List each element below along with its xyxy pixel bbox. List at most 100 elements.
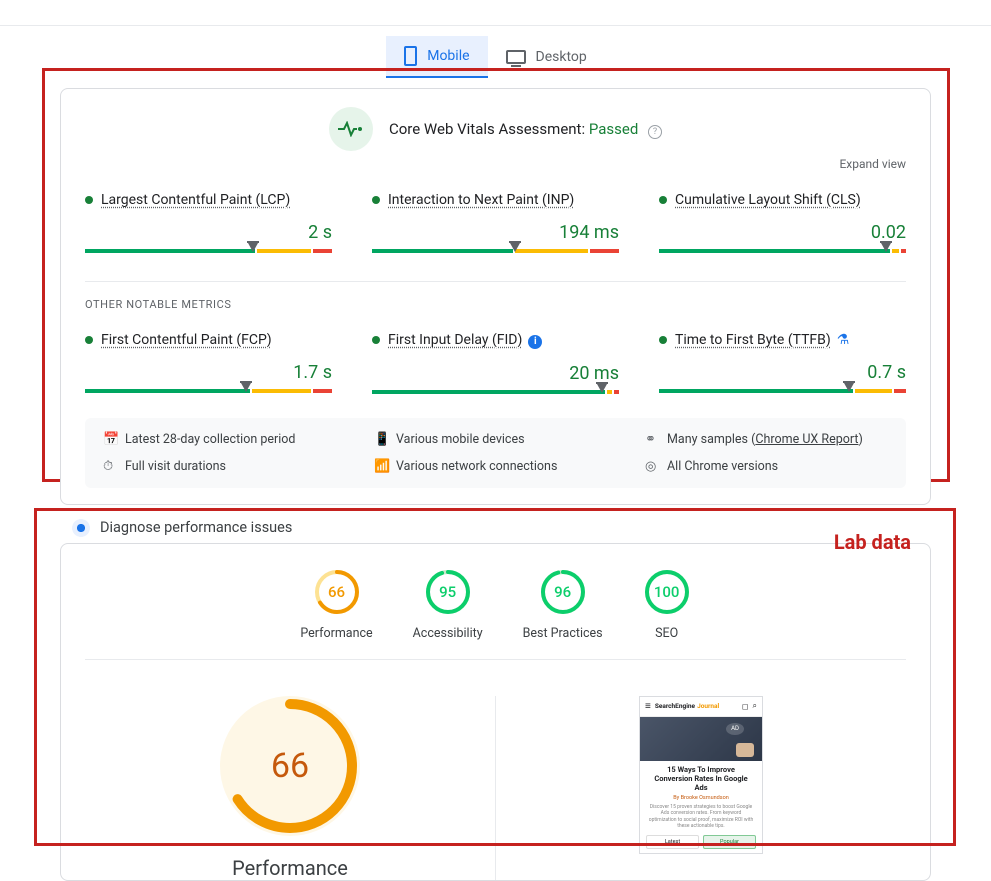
tab-mobile[interactable]: Mobile xyxy=(386,36,487,78)
distribution-bar xyxy=(372,390,619,394)
metric-cls: Cumulative Layout Shift (CLS) 0.02 xyxy=(659,189,906,253)
preview-title: 15 Ways To Improve Conversion Rates In G… xyxy=(640,761,762,795)
performance-left: 66 Performance xyxy=(85,696,496,880)
marker-icon xyxy=(510,243,520,252)
notable-header: OTHER NOTABLE METRICS xyxy=(85,298,906,311)
gauge-label: Best Practices xyxy=(523,626,603,641)
distribution-bar xyxy=(659,389,906,393)
collection-footer: 📅Latest 28-day collection period 📱Variou… xyxy=(85,418,906,488)
gauge-score: 66 xyxy=(313,568,361,616)
other-metrics-grid: First Contentful Paint (FCP) 1.7 s First I… xyxy=(85,329,906,394)
metric-fid: First Input Delay (FID) i 20 ms xyxy=(372,329,619,394)
cwv-title-text: Core Web Vitals Assessment: xyxy=(389,120,585,138)
help-icon[interactable]: ? xyxy=(648,125,662,139)
metric-name[interactable]: First Contentful Paint (FCP) xyxy=(101,332,272,348)
gauge-score: 96 xyxy=(539,568,587,616)
cwv-status: Passed xyxy=(589,120,638,138)
diagnose-icon xyxy=(72,519,90,537)
metric-name[interactable]: Largest Contentful Paint (LCP) xyxy=(101,192,290,208)
status-dot xyxy=(372,196,380,204)
preview-blurb: Discover 15 proven strategies to boost G… xyxy=(640,804,762,835)
status-dot xyxy=(659,196,667,204)
metric-value: 0.02 xyxy=(659,222,906,243)
gauge-label: SEO xyxy=(655,626,678,641)
metric-name[interactable]: Interaction to Next Paint (INP) xyxy=(388,192,574,208)
footer-devices: 📱Various mobile devices xyxy=(374,432,617,447)
preview-header: ≡ SearchEngine Journal ◻ ⌕ xyxy=(640,697,762,717)
footer-samples: ⚭Many samples (Chrome UX Report) xyxy=(645,432,888,447)
core-metrics-grid: Largest Contentful Paint (LCP) 2 s Interac… xyxy=(85,189,906,253)
mobile-icon xyxy=(404,46,417,66)
big-gauge-score: 66 xyxy=(220,696,360,836)
desktop-icon xyxy=(506,50,526,64)
gauge-best_practices[interactable]: 96 Best Practices xyxy=(523,568,603,641)
section-divider xyxy=(85,281,906,282)
distribution-bar xyxy=(85,249,332,253)
clock-icon: ⏱ xyxy=(103,459,117,474)
performance-right: ≡ SearchEngine Journal ◻ ⌕ AD 15 Ways To… xyxy=(496,696,906,880)
metric-name[interactable]: First Input Delay (FID) xyxy=(388,332,522,348)
ad-badge: AD xyxy=(726,723,744,735)
marker-icon xyxy=(844,383,854,392)
gauge-seo[interactable]: 100SEO xyxy=(643,568,691,641)
chrome-icon: ◎ xyxy=(645,459,659,474)
metric-inp: Interaction to Next Paint (INP) 194 ms xyxy=(372,189,619,253)
marker-icon xyxy=(248,243,258,252)
footer-period: 📅Latest 28-day collection period xyxy=(103,432,346,447)
menu-icon: ≡ xyxy=(645,701,651,712)
gauge-score: 95 xyxy=(424,568,472,616)
gauge-performance[interactable]: 66Performance xyxy=(300,568,372,641)
tab-desktop[interactable]: Desktop xyxy=(488,36,605,78)
chrome-ux-link[interactable]: Chrome UX Report xyxy=(755,432,858,447)
cwv-title: Core Web Vitals Assessment: Passed ? xyxy=(389,120,662,139)
preview-brand-2: Journal xyxy=(697,702,719,710)
search-icon: ⌕ xyxy=(753,701,757,711)
preview-tab-latest: Latest xyxy=(646,835,699,849)
footer-network: 📶Various network connections xyxy=(374,459,617,474)
metric-value: 0.7 s xyxy=(659,362,906,383)
cwv-header: Core Web Vitals Assessment: Passed ? xyxy=(85,107,906,151)
diagnose-label: Diagnose performance issues xyxy=(100,519,292,536)
device-tabs: Mobile Desktop xyxy=(0,36,991,78)
metric-ttfb: Time to First Byte (TTFB) ⚗ 0.7 s xyxy=(659,329,906,394)
metric-value: 20 ms xyxy=(372,363,619,384)
metric-value: 2 s xyxy=(85,222,332,243)
big-gauge-label: Performance xyxy=(232,856,348,880)
metric-lcp: Largest Contentful Paint (LCP) 2 s xyxy=(85,189,332,253)
field-data-card: Core Web Vitals Assessment: Passed ? Exp… xyxy=(60,88,931,505)
lab-data-card: 66Performance95Accessibility96Best Pract… xyxy=(60,543,931,881)
metric-name[interactable]: Time to First Byte (TTFB) xyxy=(675,332,831,348)
devices-icon: 📱 xyxy=(374,432,388,447)
marker-icon xyxy=(241,383,251,392)
metric-name[interactable]: Cumulative Layout Shift (CLS) xyxy=(675,192,861,208)
status-dot xyxy=(659,336,667,344)
samples-icon: ⚭ xyxy=(645,432,659,447)
pulse-icon xyxy=(329,107,373,151)
page-preview: ≡ SearchEngine Journal ◻ ⌕ AD 15 Ways To… xyxy=(639,696,763,854)
distribution-bar xyxy=(659,249,906,253)
status-dot xyxy=(372,336,380,344)
expand-view-link[interactable]: Expand view xyxy=(85,157,906,171)
gauge-accessibility[interactable]: 95Accessibility xyxy=(413,568,483,641)
marker-icon xyxy=(881,243,891,252)
metric-fcp: First Contentful Paint (FCP) 1.7 s xyxy=(85,329,332,394)
status-dot xyxy=(85,336,93,344)
status-dot xyxy=(85,196,93,204)
distribution-bar xyxy=(372,249,619,253)
tab-mobile-label: Mobile xyxy=(427,48,469,64)
preview-brand-1: SearchEngine xyxy=(655,702,695,710)
performance-body: 66 Performance ≡ SearchEngine Journal ◻ … xyxy=(85,660,906,880)
experimental-icon: ⚗ xyxy=(837,332,850,348)
bookmark-icon: ◻ xyxy=(742,702,749,711)
wifi-icon: 📶 xyxy=(374,459,388,474)
distribution-bar xyxy=(85,389,332,393)
hand-shape xyxy=(736,743,754,757)
lab-data-label: Lab data xyxy=(834,530,911,554)
preview-byline: By Brooke Osmundson xyxy=(640,795,762,804)
performance-big-gauge: 66 xyxy=(220,696,360,836)
score-gauges-row: 66Performance 95Accessibility 96 Best Pract… xyxy=(85,568,906,660)
metric-value: 194 ms xyxy=(372,222,619,243)
footer-versions: ◎All Chrome versions xyxy=(645,459,888,474)
metric-value: 1.7 s xyxy=(85,362,332,383)
info-icon[interactable]: i xyxy=(528,335,542,349)
